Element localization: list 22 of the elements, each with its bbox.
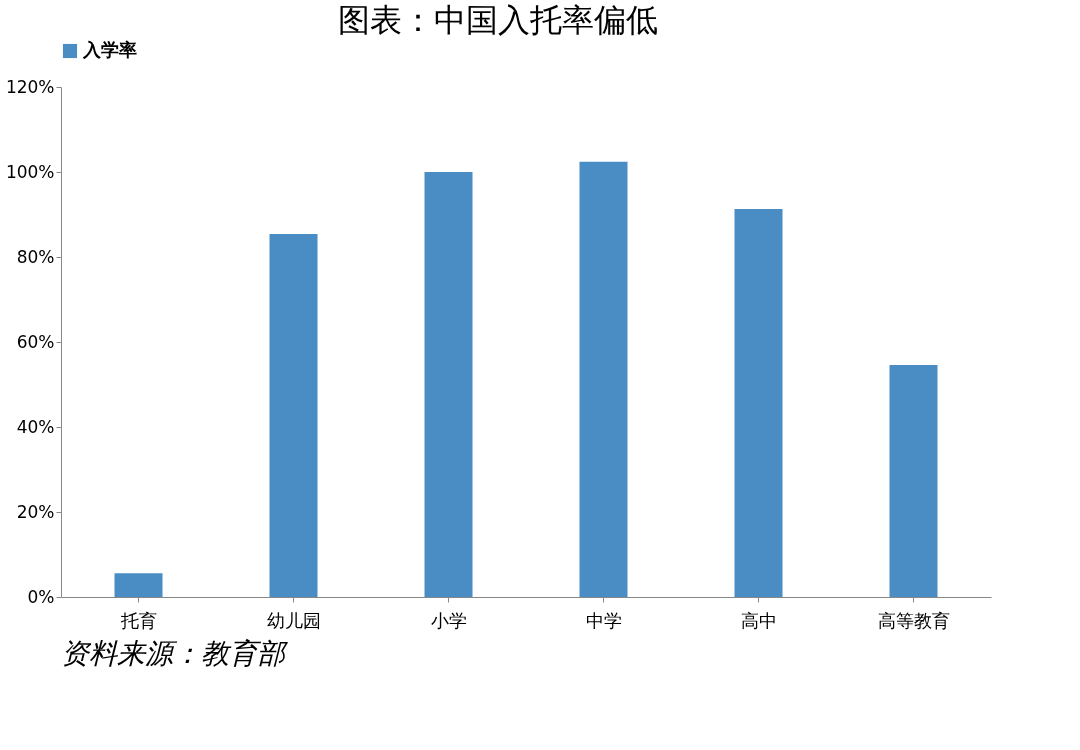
x-tick-label: 中学 — [585, 609, 622, 631]
legend-label: 入学率 — [82, 39, 137, 60]
y-tick-label: 20% — [16, 501, 55, 522]
bar — [734, 208, 783, 597]
y-tick-label: 100% — [5, 161, 55, 182]
text: 资料来源：教育部 — [61, 637, 288, 670]
y-tick-label: 120% — [5, 76, 55, 97]
x-tick-label: 高等教育 — [877, 609, 950, 631]
bar — [114, 573, 163, 597]
bar — [269, 234, 318, 597]
chart-title: 图表：中国入托率偏低 — [338, 1, 659, 39]
x-tick-label: 小学 — [430, 609, 467, 631]
y-tick-label: 60% — [16, 331, 55, 352]
y-tick-label: 0% — [27, 586, 55, 607]
bar — [889, 364, 938, 597]
y-tick-label: 40% — [16, 416, 55, 437]
y-tick-label: 80% — [16, 246, 55, 267]
x-tick-label: 高中 — [740, 609, 777, 631]
x-tick-label: 托育 — [119, 609, 157, 631]
bar — [424, 172, 473, 597]
bar — [579, 161, 628, 597]
x-tick-label: 幼儿园 — [266, 609, 321, 631]
